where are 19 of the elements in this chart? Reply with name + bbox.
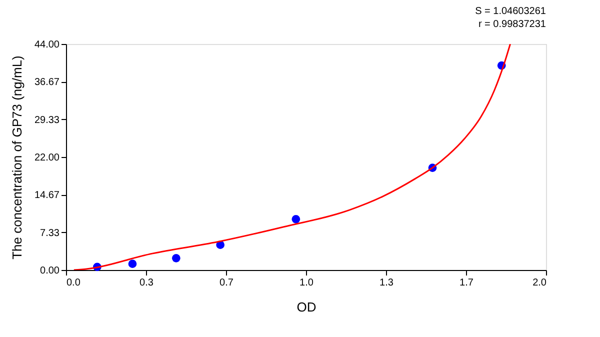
x-tick-label: 1.7 bbox=[460, 278, 474, 288]
line-series bbox=[73, 44, 511, 270]
x-tick-label: 0.3 bbox=[140, 278, 154, 288]
x-tick-label: 2.0 bbox=[532, 278, 547, 288]
x-axis-title: OD bbox=[296, 300, 316, 314]
y-tick-label: 14.67 bbox=[34, 190, 60, 202]
text: S = 1.04603261 bbox=[475, 6, 546, 17]
y-tick-label: 22.00 bbox=[34, 152, 60, 164]
y-tick-label: 44.00 bbox=[34, 40, 60, 50]
y-tick-label: 0.00 bbox=[40, 266, 60, 276]
y-tick-label: 36.67 bbox=[34, 77, 60, 88]
text: r = 0.99837231 bbox=[478, 19, 546, 30]
y-axis-title: The concentration of GP73 (ng/mL) bbox=[9, 56, 24, 260]
x-tick-label: 0.7 bbox=[220, 278, 234, 288]
x-tick-label: 1.0 bbox=[300, 278, 314, 288]
y-tick-label: 29.33 bbox=[34, 114, 60, 126]
y-tick-label: 7.33 bbox=[40, 228, 60, 239]
x-tick-label: 1.3 bbox=[380, 278, 394, 288]
x-tick-label: 0.0 bbox=[66, 278, 81, 288]
